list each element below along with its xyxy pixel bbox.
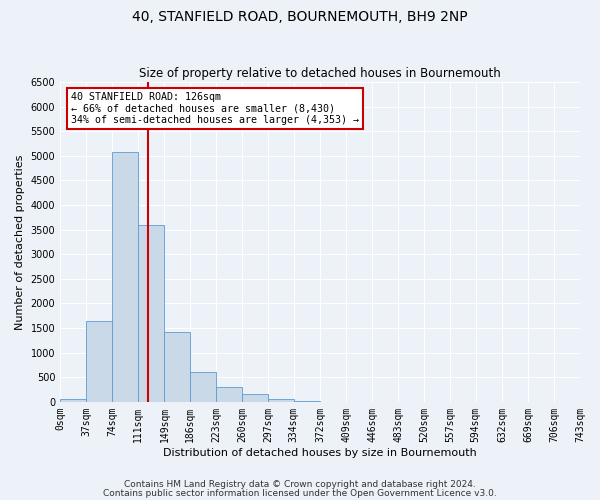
Bar (190, 372, 216, 402)
X-axis label: Distribution of detached houses by size in Bournemouth: Distribution of detached houses by size … (163, 448, 477, 458)
Bar (268, 399, 294, 402)
Text: 40 STANFIELD ROAD: 126sqm
← 66% of detached houses are smaller (8,430)
34% of se: 40 STANFIELD ROAD: 126sqm ← 66% of detac… (71, 92, 359, 125)
Y-axis label: Number of detached properties: Number of detached properties (15, 154, 25, 330)
Bar (138, 224, 164, 402)
Text: Contains public sector information licensed under the Open Government Licence v3: Contains public sector information licen… (103, 488, 497, 498)
Bar (86, 320, 112, 402)
Text: 40, STANFIELD ROAD, BOURNEMOUTH, BH9 2NP: 40, STANFIELD ROAD, BOURNEMOUTH, BH9 2NP (132, 10, 468, 24)
Bar (164, 332, 190, 402)
Bar (216, 387, 242, 402)
Bar (242, 394, 268, 402)
Title: Size of property relative to detached houses in Bournemouth: Size of property relative to detached ho… (139, 66, 501, 80)
Bar (112, 152, 138, 402)
Text: Contains HM Land Registry data © Crown copyright and database right 2024.: Contains HM Land Registry data © Crown c… (124, 480, 476, 489)
Bar (60, 400, 86, 402)
